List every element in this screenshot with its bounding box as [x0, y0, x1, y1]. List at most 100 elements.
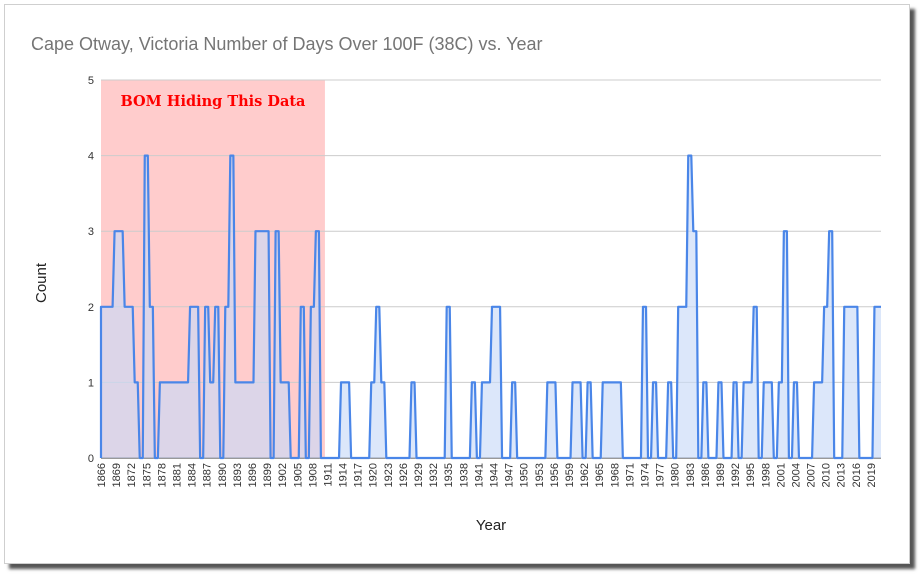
- data-point: [231, 154, 233, 156]
- data-point: [271, 457, 273, 459]
- data-point: [140, 457, 142, 459]
- data-point: [638, 457, 640, 459]
- y-axis-label: Count: [33, 262, 50, 303]
- data-point: [880, 306, 882, 308]
- data-point: [502, 457, 504, 459]
- data-point: [286, 381, 288, 383]
- data-point: [855, 306, 857, 308]
- data-point: [779, 381, 781, 383]
- data-point: [724, 457, 726, 459]
- data-point: [462, 457, 464, 459]
- data-point: [382, 381, 384, 383]
- data-point: [512, 381, 514, 383]
- x-tick-label: 1968: [609, 463, 621, 487]
- data-point: [628, 457, 630, 459]
- data-point: [306, 457, 308, 459]
- data-point: [185, 381, 187, 383]
- data-point: [402, 457, 404, 459]
- x-tick-label: 2010: [821, 463, 833, 487]
- x-tick-label: 1890: [217, 463, 229, 487]
- x-tick-label: 1866: [96, 463, 108, 487]
- data-point: [673, 457, 675, 459]
- data-point: [653, 381, 655, 383]
- data-point: [749, 381, 751, 383]
- x-tick-label: 1896: [247, 463, 259, 487]
- data-point: [598, 457, 600, 459]
- data-point: [422, 457, 424, 459]
- data-point: [200, 457, 202, 459]
- x-tick-label: 1965: [594, 463, 606, 487]
- data-point: [573, 381, 575, 383]
- data-point: [351, 457, 353, 459]
- data-point: [392, 457, 394, 459]
- data-point: [467, 457, 469, 459]
- data-point: [437, 457, 439, 459]
- x-tick-label: 2004: [790, 463, 802, 487]
- data-point: [814, 381, 816, 383]
- data-point: [407, 457, 409, 459]
- data-point: [754, 306, 756, 308]
- data-point: [533, 457, 535, 459]
- data-point: [679, 306, 681, 308]
- data-point: [643, 306, 645, 308]
- x-tick-label: 1959: [564, 463, 576, 487]
- data-point: [447, 306, 449, 308]
- x-tick-label: 1875: [141, 463, 153, 487]
- chart-title: Cape Otway, Victoria Number of Days Over…: [31, 34, 543, 54]
- x-tick-label: 1920: [368, 463, 380, 487]
- data-point: [170, 381, 172, 383]
- x-tick-label: 1902: [277, 463, 289, 487]
- data-point: [784, 230, 786, 232]
- data-point: [739, 457, 741, 459]
- data-point: [870, 457, 872, 459]
- data-point: [613, 381, 615, 383]
- data-point: [311, 306, 313, 308]
- data-point: [845, 306, 847, 308]
- data-point: [497, 306, 499, 308]
- x-tick-label: 1893: [232, 463, 244, 487]
- data-point: [648, 457, 650, 459]
- data-point: [211, 381, 213, 383]
- data-point: [663, 457, 665, 459]
- x-tick-label: 1953: [534, 463, 546, 487]
- x-tick-label: 1989: [715, 463, 727, 487]
- x-tick-label: 1956: [549, 463, 561, 487]
- x-tick-label: 1971: [624, 463, 636, 487]
- data-point: [729, 457, 731, 459]
- x-tick-label: 1935: [443, 463, 455, 487]
- data-point: [684, 306, 686, 308]
- x-tick-label: 2019: [866, 463, 878, 487]
- data-point: [372, 381, 374, 383]
- y-tick-label: 3: [88, 226, 94, 238]
- data-point: [205, 306, 207, 308]
- data-point: [110, 306, 112, 308]
- x-tick-label: 1962: [579, 463, 591, 487]
- data-point: [472, 381, 474, 383]
- data-point: [301, 306, 303, 308]
- x-tick-label: 1869: [111, 463, 123, 487]
- x-tick-label: 1908: [307, 463, 319, 487]
- data-point: [633, 457, 635, 459]
- data-point: [457, 457, 459, 459]
- y-tick-label: 0: [88, 453, 94, 465]
- data-point: [835, 457, 837, 459]
- x-tick-label: 1926: [398, 463, 410, 487]
- data-point: [341, 381, 343, 383]
- data-point: [709, 457, 711, 459]
- data-point: [155, 457, 157, 459]
- data-point: [517, 457, 519, 459]
- x-tick-label: 1881: [171, 463, 183, 487]
- data-point: [704, 381, 706, 383]
- x-tick-label: 1983: [685, 463, 697, 487]
- data-point: [809, 457, 811, 459]
- data-point: [432, 457, 434, 459]
- data-point: [588, 381, 590, 383]
- y-tick-label: 5: [88, 75, 94, 87]
- data-point: [789, 457, 791, 459]
- data-point: [412, 381, 414, 383]
- x-tick-label: 1947: [504, 463, 516, 487]
- data-point: [266, 230, 268, 232]
- data-point: [824, 306, 826, 308]
- data-point: [165, 381, 167, 383]
